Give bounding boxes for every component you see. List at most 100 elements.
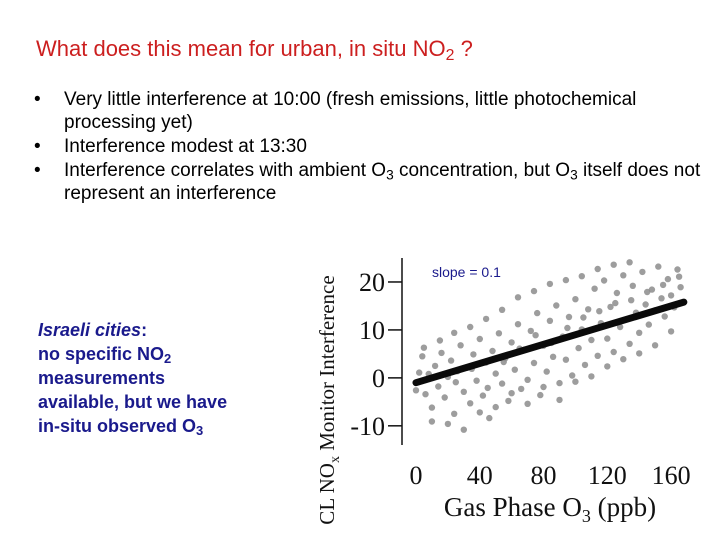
data-point	[648, 286, 656, 293]
data-point	[565, 313, 573, 321]
data-point	[675, 273, 683, 280]
data-point	[572, 378, 579, 385]
data-point	[667, 328, 675, 335]
data-point	[581, 361, 589, 369]
data-point	[629, 282, 636, 289]
data-point	[470, 351, 477, 358]
data-point	[514, 321, 522, 328]
bullet-dot: •	[34, 160, 41, 181]
data-point	[604, 335, 611, 342]
data-point	[495, 330, 503, 337]
bullet-item: • Interference correlates with ambient O3…	[34, 160, 701, 204]
data-point	[441, 394, 448, 401]
y-tick-label: 20	[359, 268, 385, 297]
data-point	[527, 327, 534, 335]
data-point	[664, 275, 672, 283]
data-point	[674, 266, 681, 273]
data-point	[428, 418, 436, 425]
data-point	[460, 426, 467, 433]
bullet-item: • Very little interference at 10:00 (fres…	[34, 89, 637, 133]
data-point	[661, 313, 668, 320]
data-point	[636, 350, 643, 357]
data-point	[476, 409, 483, 416]
data-point	[594, 265, 601, 273]
data-point	[585, 306, 592, 313]
data-point	[508, 390, 515, 397]
data-point	[498, 380, 506, 387]
data-point	[482, 315, 490, 323]
data-point	[537, 391, 544, 399]
data-point	[511, 366, 518, 373]
data-point	[626, 340, 633, 347]
y-tick-label: 10	[359, 316, 385, 345]
data-point	[492, 370, 499, 377]
data-point	[642, 301, 649, 308]
data-point	[484, 384, 491, 392]
data-point	[518, 385, 525, 393]
data-point	[628, 297, 635, 304]
data-point	[467, 323, 474, 331]
data-point	[562, 276, 570, 284]
data-point	[532, 332, 539, 339]
data-point	[457, 342, 464, 349]
data-point	[473, 377, 480, 384]
data-point	[452, 379, 459, 386]
data-point	[447, 357, 455, 364]
data-point	[564, 324, 571, 332]
data-point	[486, 414, 493, 422]
x-tick-label: 0	[409, 461, 422, 490]
data-point	[613, 289, 621, 297]
data-point	[575, 344, 582, 352]
data-point	[438, 349, 445, 357]
data-point	[451, 410, 458, 417]
data-point	[572, 296, 579, 303]
data-point	[636, 329, 643, 336]
data-point	[607, 303, 614, 311]
data-point	[505, 397, 512, 405]
y-axis-label: CL NOx Monitor Interference	[315, 275, 343, 524]
data-point	[419, 353, 426, 360]
data-point	[546, 280, 554, 288]
x-tick-label: 40	[467, 461, 493, 490]
data-point	[612, 299, 619, 307]
data-point	[479, 392, 487, 399]
data-point	[530, 287, 538, 295]
data-point	[596, 308, 603, 315]
data-point	[644, 288, 651, 296]
scatter-chart: CL NOx Monitor Interference Gas Phase O3…	[315, 258, 691, 526]
data-point	[620, 356, 627, 363]
data-point	[492, 403, 499, 411]
data-point	[489, 347, 496, 355]
data-point	[416, 369, 423, 376]
data-point	[604, 363, 611, 370]
data-point	[658, 295, 665, 302]
x-tick-label: 160	[652, 461, 691, 490]
data-point	[534, 309, 541, 317]
data-point	[428, 404, 436, 411]
data-point	[588, 373, 595, 380]
bullet-list: • Very little interference at 10:00 (fres…	[32, 88, 702, 206]
israeli-cities-note: Israeli cities: no specific NO2 measurem…	[38, 320, 228, 439]
slope-annotation: slope = 0.1	[432, 264, 501, 280]
data-point	[435, 383, 442, 390]
data-point	[556, 379, 563, 387]
data-point	[620, 272, 627, 279]
data-point	[444, 420, 452, 428]
data-point	[553, 302, 560, 309]
slide-title: What does this mean for urban, in situ N…	[36, 36, 473, 64]
data-point	[540, 383, 547, 391]
data-point	[659, 281, 667, 289]
bullet-dot: •	[34, 89, 41, 110]
fit-line-group	[412, 298, 688, 387]
y-tick-label: -10	[350, 412, 385, 441]
data-point	[667, 292, 675, 299]
data-point	[460, 388, 467, 395]
data-point	[420, 344, 428, 351]
data-point	[600, 277, 608, 284]
data-point	[412, 387, 420, 394]
data-point	[645, 321, 652, 328]
data-point	[530, 359, 538, 367]
data-point	[580, 314, 587, 321]
data-point	[431, 362, 439, 370]
x-tick-label: 80	[531, 461, 557, 490]
